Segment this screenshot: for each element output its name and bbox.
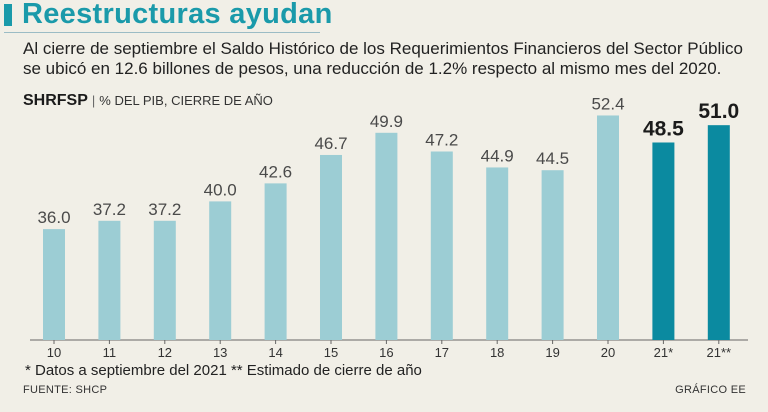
x-tick-label-12: 12 xyxy=(158,345,172,360)
data-label-10: 36.0 xyxy=(37,208,70,227)
data-label-13: 40.0 xyxy=(204,180,237,199)
data-label-14: 42.6 xyxy=(259,162,292,181)
bar-20 xyxy=(597,115,619,340)
x-tick-label-16: 16 xyxy=(379,345,393,360)
bar-13 xyxy=(209,201,232,340)
data-label-18: 44.9 xyxy=(481,146,514,165)
graphic-credit: GRÁFICO EE xyxy=(675,384,746,396)
title-accent-bar xyxy=(4,4,12,26)
bar-11 xyxy=(98,220,121,340)
bar-21** xyxy=(707,125,730,340)
bar-17 xyxy=(430,151,453,340)
x-tick-label-13: 13 xyxy=(213,345,227,360)
bar-10 xyxy=(43,229,65,340)
data-label-12: 37.2 xyxy=(148,200,181,219)
x-tick-label-20: 20 xyxy=(601,345,615,360)
x-tick-label-21**: 21** xyxy=(707,345,732,360)
data-label-21**: 51.0 xyxy=(698,100,739,123)
footnote: * Datos a septiembre del 2021 ** Estimad… xyxy=(25,362,422,379)
data-label-19: 44.5 xyxy=(536,149,569,168)
x-tick-label-18: 18 xyxy=(490,345,504,360)
measure-separator: | xyxy=(91,93,96,108)
x-tick-label-21*: 21* xyxy=(654,345,674,360)
x-tick-label-15: 15 xyxy=(324,345,338,360)
x-tick-label-17: 17 xyxy=(435,345,449,360)
data-label-16: 49.9 xyxy=(370,112,403,131)
measure-name: SHRFSP xyxy=(23,92,88,109)
bar-19 xyxy=(541,170,564,340)
chart-title: Reestructuras ayudan xyxy=(22,0,333,30)
measure-unit: % DEL PIB, CIERRE DE AÑO xyxy=(99,93,273,108)
chart-subtitle: Al cierre de septiembre el Saldo Históri… xyxy=(23,39,744,78)
title-divider xyxy=(4,32,320,33)
data-label-21*: 48.5 xyxy=(643,117,684,140)
measure-label: SHRFSP |% DEL PIB, CIERRE DE AÑO xyxy=(23,92,273,110)
bar-15 xyxy=(320,154,342,340)
bar-16 xyxy=(375,132,398,340)
x-tick-label-19: 19 xyxy=(545,345,559,360)
data-label-15: 46.7 xyxy=(314,134,347,153)
bar-12 xyxy=(153,220,176,340)
bar-21* xyxy=(652,142,675,340)
x-tick-label-10: 10 xyxy=(47,345,61,360)
data-label-11: 37.2 xyxy=(93,200,126,219)
x-tick-label-11: 11 xyxy=(103,345,117,360)
bar-14 xyxy=(264,183,287,340)
x-tick-label-14: 14 xyxy=(268,345,282,360)
data-label-20: 52.4 xyxy=(591,94,624,113)
bar-18 xyxy=(486,167,509,340)
data-label-17: 47.2 xyxy=(425,131,458,150)
source-note: FUENTE: SHCP xyxy=(23,384,108,396)
